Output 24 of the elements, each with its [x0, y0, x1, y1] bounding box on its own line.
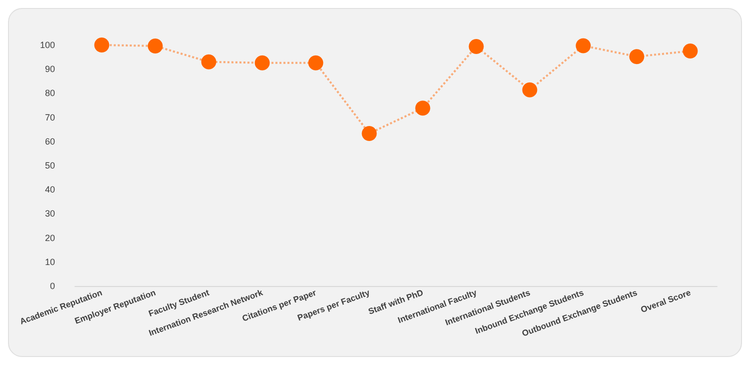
y-tick-label: 40: [44, 184, 55, 195]
point: [682, 44, 698, 59]
point: [362, 126, 377, 141]
point: [201, 54, 216, 70]
point: [308, 55, 324, 70]
y-tick-label: 60: [44, 136, 55, 146]
y-tick-label: 10: [44, 256, 55, 267]
y-tick-label: 0: [50, 281, 55, 291]
point: [576, 38, 591, 54]
point: [629, 49, 644, 64]
y-tick-label: 70: [44, 112, 55, 122]
y-tick-label: 30: [44, 208, 55, 219]
point: [415, 100, 430, 116]
y-tick-label: 90: [44, 64, 55, 74]
point: [94, 38, 110, 52]
y-tick-label: 100: [40, 40, 55, 50]
point: [522, 82, 538, 98]
point: [254, 55, 270, 70]
y-tick-label: 20: [44, 232, 55, 243]
x-tick-label: Overal Score: [639, 287, 692, 315]
point: [148, 38, 163, 54]
y-tick-label: 50: [44, 160, 55, 170]
y-tick-label: 80: [44, 88, 55, 98]
point: [468, 38, 484, 54]
